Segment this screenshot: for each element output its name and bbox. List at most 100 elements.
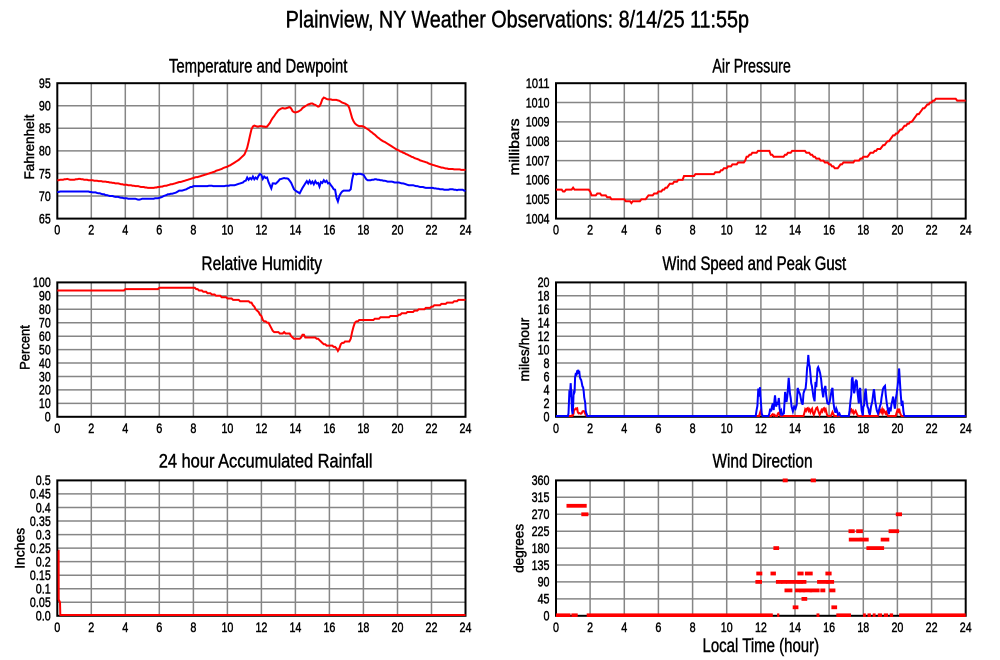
svg-text:Relative Humidity: Relative Humidity [201,254,322,275]
svg-text:Inches: Inches [11,528,27,569]
svg-text:0.5: 0.5 [36,472,51,488]
svg-text:0: 0 [544,608,550,624]
svg-text:14: 14 [789,619,801,635]
svg-text:0: 0 [54,420,60,436]
svg-text:80: 80 [39,143,51,159]
svg-text:6: 6 [156,222,162,238]
svg-text:65: 65 [39,210,51,226]
svg-text:0: 0 [553,619,559,635]
svg-text:4: 4 [621,222,627,238]
svg-text:0.05: 0.05 [30,594,51,610]
svg-text:22: 22 [926,222,938,238]
svg-text:6: 6 [655,619,661,635]
svg-text:1011: 1011 [526,75,550,91]
svg-text:1006: 1006 [526,172,550,188]
svg-text:2: 2 [88,420,94,436]
svg-text:Wind Direction: Wind Direction [713,452,813,473]
svg-text:0.3: 0.3 [36,526,51,542]
svg-text:2: 2 [88,619,94,635]
svg-text:4: 4 [122,619,128,635]
svg-text:135: 135 [532,557,550,573]
svg-text:12: 12 [255,222,267,238]
svg-text:0: 0 [45,409,51,425]
svg-text:85: 85 [39,120,51,136]
svg-text:0: 0 [553,420,559,436]
svg-text:20: 20 [891,619,903,635]
svg-text:6: 6 [156,420,162,436]
svg-text:8: 8 [190,420,196,436]
svg-text:0: 0 [54,619,60,635]
svg-text:100: 100 [33,274,51,290]
svg-text:18: 18 [857,222,869,238]
svg-text:6: 6 [655,222,661,238]
svg-text:18: 18 [538,288,550,304]
svg-text:1009: 1009 [526,114,550,130]
svg-text:10: 10 [538,341,550,357]
svg-text:0: 0 [544,409,550,425]
svg-text:18: 18 [357,222,369,238]
svg-text:4: 4 [621,619,627,635]
svg-text:75: 75 [39,165,51,181]
svg-text:95: 95 [39,75,51,91]
svg-text:Fahrenheit: Fahrenheit [21,114,37,179]
svg-text:20: 20 [39,382,51,398]
svg-text:8: 8 [190,619,196,635]
svg-text:16: 16 [538,301,550,317]
svg-text:0.15: 0.15 [30,567,51,583]
svg-text:180: 180 [532,540,550,556]
svg-text:0.35: 0.35 [30,513,51,529]
svg-text:30: 30 [39,368,51,384]
svg-text:millibars: millibars [506,119,522,176]
svg-text:6: 6 [655,420,661,436]
svg-text:18: 18 [857,619,869,635]
svg-text:Air Pressure: Air Pressure [712,56,790,77]
svg-text:80: 80 [39,301,51,317]
svg-text:0.45: 0.45 [30,486,51,502]
svg-text:4: 4 [122,222,128,238]
svg-text:14: 14 [289,420,301,436]
svg-text:14: 14 [789,222,801,238]
svg-text:22: 22 [926,420,938,436]
svg-text:24: 24 [460,619,472,635]
svg-text:2: 2 [544,395,550,411]
svg-text:0.2: 0.2 [36,553,51,569]
svg-text:12: 12 [755,420,767,436]
svg-text:10: 10 [721,420,733,436]
svg-text:16: 16 [823,222,835,238]
svg-text:8: 8 [690,222,696,238]
svg-text:20: 20 [392,619,404,635]
svg-text:22: 22 [426,619,438,635]
svg-text:8: 8 [544,355,550,371]
svg-text:miles/hour: miles/hour [516,317,532,381]
svg-text:12: 12 [755,222,767,238]
svg-text:40: 40 [39,355,51,371]
svg-text:Temperature and Dewpoint: Temperature and Dewpoint [169,56,348,77]
svg-text:24: 24 [460,222,472,238]
svg-text:20: 20 [891,222,903,238]
svg-text:20: 20 [392,222,404,238]
svg-text:0: 0 [54,222,60,238]
svg-text:degrees: degrees [511,524,527,573]
svg-text:18: 18 [357,420,369,436]
svg-text:0.4: 0.4 [36,499,51,515]
svg-text:16: 16 [823,619,835,635]
svg-text:45: 45 [538,591,550,607]
svg-text:18: 18 [857,420,869,436]
svg-text:22: 22 [426,222,438,238]
svg-text:22: 22 [426,420,438,436]
svg-text:16: 16 [323,619,335,635]
svg-text:24: 24 [460,420,472,436]
svg-text:4: 4 [122,420,128,436]
svg-text:8: 8 [690,420,696,436]
svg-text:1007: 1007 [526,152,550,168]
svg-text:1005: 1005 [526,191,550,207]
svg-text:2: 2 [587,420,593,436]
svg-text:Plainview, NY Weather Observat: Plainview, NY Weather Observations: 8/14… [286,6,749,33]
svg-text:22: 22 [926,619,938,635]
svg-text:0.25: 0.25 [30,540,51,556]
svg-text:8: 8 [190,222,196,238]
svg-text:16: 16 [823,420,835,436]
svg-text:14: 14 [538,315,550,331]
svg-text:12: 12 [755,619,767,635]
svg-text:315: 315 [532,489,550,505]
